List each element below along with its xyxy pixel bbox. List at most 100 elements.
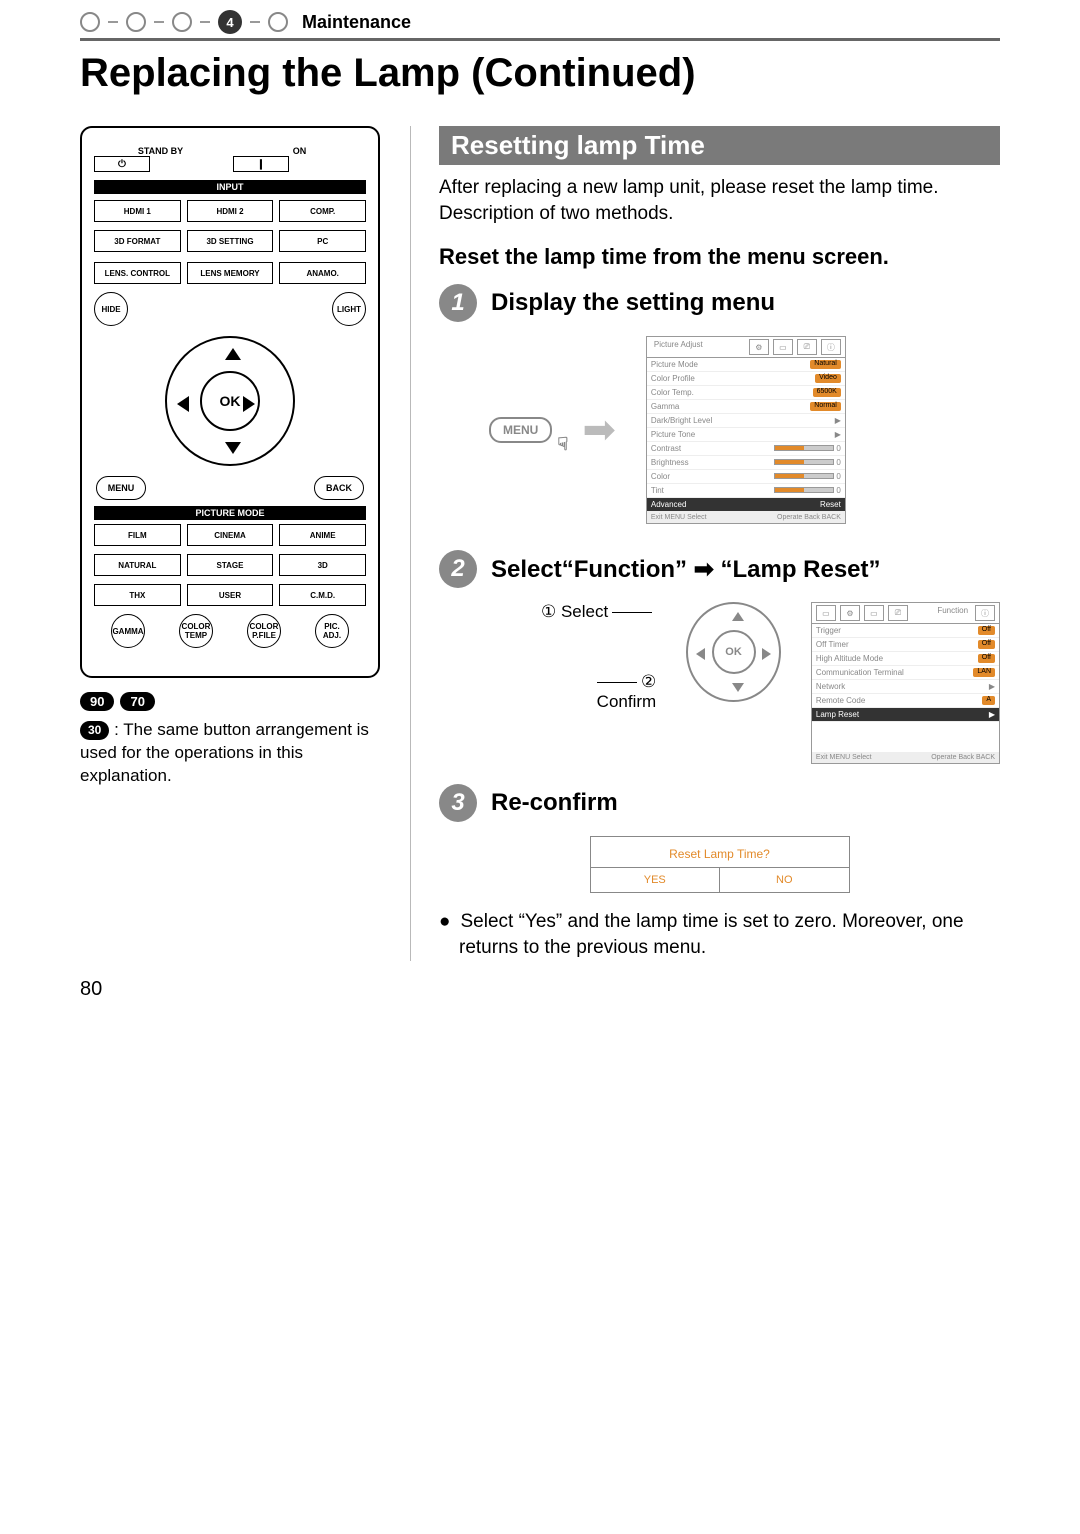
back-button: BACK xyxy=(314,476,364,500)
lensmemory-button: LENS MEMORY xyxy=(187,262,274,284)
menu-press-diagram: MENU ☟ xyxy=(489,417,552,443)
comp-button: COMP. xyxy=(279,200,366,222)
footnote-30: 30 : The same button arrangement is used… xyxy=(80,719,380,788)
bc-step-1-icon xyxy=(80,12,100,32)
dpad: OK xyxy=(165,336,295,466)
pc-button: PC xyxy=(279,230,366,252)
down-arrow-icon xyxy=(225,442,241,454)
osd-row: Contrast 0 xyxy=(647,442,845,456)
3d-button: 3D xyxy=(279,554,366,576)
menu-button: MENU xyxy=(96,476,146,500)
arrow-right-icon: ➡ xyxy=(582,407,616,453)
hide-button: HIDE xyxy=(94,292,128,326)
hand-pointer-icon: ☟ xyxy=(557,434,568,455)
stage-button: STAGE xyxy=(187,554,274,576)
osd-row: Tint 0 xyxy=(647,484,845,498)
step-3-badge: 3 xyxy=(439,784,477,822)
osd1-tab-icon: ⓘ xyxy=(821,339,841,355)
step-1-badge: 1 xyxy=(439,284,477,322)
page-title: Replacing the Lamp (Continued) xyxy=(80,51,1000,96)
anamo-button: ANAMO. xyxy=(279,262,366,284)
right-arrow-icon xyxy=(762,648,771,660)
osd-picture-adjust: Picture Adjust ⚙ ▭ ⎚ ⓘ Picture ModeNatur… xyxy=(646,336,846,524)
ok-button-small: OK xyxy=(712,630,756,674)
on-button: ❙ xyxy=(233,156,289,172)
on-label: ON xyxy=(233,146,366,156)
osd2-tab-icon: ⎚ xyxy=(888,605,908,621)
confirm-annotation: ② Confirm xyxy=(539,672,656,712)
light-button: LIGHT xyxy=(332,292,366,326)
film-button: FILM xyxy=(94,524,181,546)
osd-row: Remote CodeA xyxy=(812,694,999,708)
cmd-button: C.M.D. xyxy=(279,584,366,606)
osd-function: ▭ ⚙ ▭ ⎚ Function ⓘ TriggerOffOff TimerOf… xyxy=(811,602,1000,764)
right-arrow-icon xyxy=(243,396,283,412)
colortemp-button: COLOR TEMP xyxy=(179,614,213,648)
bc-step-5-icon xyxy=(268,12,288,32)
user-button: USER xyxy=(187,584,274,606)
intro-paragraph: After replacing a new lamp unit, please … xyxy=(439,175,1000,226)
picadj-button: PIC. ADJ. xyxy=(315,614,349,648)
step-3-title: Re-confirm xyxy=(491,789,618,817)
up-arrow-icon xyxy=(732,612,744,621)
step-3-bullet: Select “Yes” and the lamp time is set to… xyxy=(459,909,1000,960)
badge-90: 90 xyxy=(80,692,114,711)
osd-row: Lamp Reset▶ xyxy=(812,708,999,722)
osd-row: Dark/Bright Level▶ xyxy=(647,414,845,428)
hdmi2-button: HDMI 2 xyxy=(187,200,274,222)
osd1-advanced: Advanced xyxy=(651,500,687,509)
reset-dialog: Reset Lamp Time? YES NO xyxy=(590,836,850,893)
osd-row: Communication TerminalLAN xyxy=(812,666,999,680)
reset-yes: YES xyxy=(591,868,721,892)
bc-step-3-icon xyxy=(172,12,192,32)
osd-row: Picture Tone▶ xyxy=(647,428,845,442)
osd1-tab-icon: ▭ xyxy=(773,339,793,355)
3dformat-button: 3D FORMAT xyxy=(94,230,181,252)
gamma-button: GAMMA xyxy=(111,614,145,648)
step-2-title: Select“Function” ➡ “Lamp Reset” xyxy=(491,555,881,584)
section-heading: Resetting lamp Time xyxy=(439,126,1000,165)
footnote-text: : The same button arrangement is used fo… xyxy=(80,720,369,785)
hdmi1-button: HDMI 1 xyxy=(94,200,181,222)
osd-row: Network▶ xyxy=(812,680,999,694)
thx-button: THX xyxy=(94,584,181,606)
select-annotation: ① Select xyxy=(479,602,656,622)
input-bar: INPUT xyxy=(94,180,366,194)
up-arrow-icon xyxy=(225,348,241,360)
osd1-tab-label: Picture Adjust xyxy=(651,339,745,355)
picture-mode-bar: PICTURE MODE xyxy=(94,506,366,520)
left-arrow-icon xyxy=(177,396,189,412)
colorpfile-button: COLOR P.FILE xyxy=(247,614,281,648)
badge-30: 30 xyxy=(80,721,109,739)
breadcrumb-title: Maintenance xyxy=(302,12,411,33)
bc-step-4-icon: 4 xyxy=(218,10,242,34)
lenscontrol-button: LENS. CONTROL xyxy=(94,262,181,284)
cinema-button: CINEMA xyxy=(187,524,274,546)
osd2-tab-icon: ▭ xyxy=(816,605,836,621)
osd-row: Brightness 0 xyxy=(647,456,845,470)
osd-row: High Altitude ModeOff xyxy=(812,652,999,666)
reset-no: NO xyxy=(720,868,849,892)
step-1-title: Display the setting menu xyxy=(491,289,775,317)
badge-70: 70 xyxy=(120,692,154,711)
osd2-tab-icon: ⓘ xyxy=(975,605,995,621)
osd2-tab-icon: ▭ xyxy=(864,605,884,621)
osd-row: Color ProfileVideo xyxy=(647,372,845,386)
osd2-tab-label: Function xyxy=(912,605,971,621)
standby-button: ⏻ xyxy=(94,156,150,172)
osd1-tab-icon: ⎚ xyxy=(797,339,817,355)
standby-label: STAND BY xyxy=(94,146,227,156)
anime-button: ANIME xyxy=(279,524,366,546)
osd1-reset: Reset xyxy=(820,500,841,509)
osd-row: GammaNormal xyxy=(647,400,845,414)
natural-button: NATURAL xyxy=(94,554,181,576)
breadcrumb: 4 Maintenance xyxy=(80,0,1000,38)
osd-row: Color Temp.6500K xyxy=(647,386,845,400)
osd-row: Color 0 xyxy=(647,470,845,484)
reset-dialog-question: Reset Lamp Time? xyxy=(591,837,849,867)
osd2-tab-icon: ⚙ xyxy=(840,605,860,621)
dpad-small: OK xyxy=(686,602,781,702)
3dsetting-button: 3D SETTING xyxy=(187,230,274,252)
step-2-badge: 2 xyxy=(439,550,477,588)
osd-row: Off TimerOff xyxy=(812,638,999,652)
